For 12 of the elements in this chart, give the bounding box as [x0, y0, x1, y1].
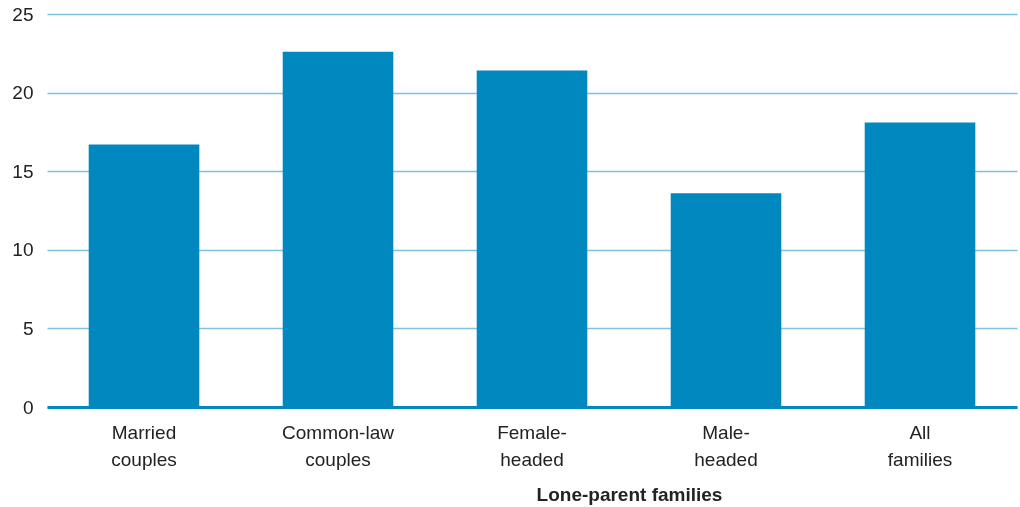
- x-tick-label: Married couples: [111, 421, 177, 470]
- x-tick-label: Male-headed: [694, 421, 758, 470]
- x-tick-label: Common-law couples: [282, 421, 395, 470]
- x-tick-label: Female-headed: [497, 421, 567, 470]
- y-tick-label: 25: [12, 3, 34, 25]
- x-axis-title: Lone-parent families: [536, 483, 723, 505]
- y-tick-label: 15: [12, 160, 34, 182]
- y-tick-label: 0: [22, 396, 34, 418]
- y-tick-label: 5: [22, 317, 34, 339]
- y-tick-label: 10: [12, 239, 34, 261]
- x-tick-label: All families: [887, 421, 953, 470]
- y-tick-label: 20: [12, 82, 34, 104]
